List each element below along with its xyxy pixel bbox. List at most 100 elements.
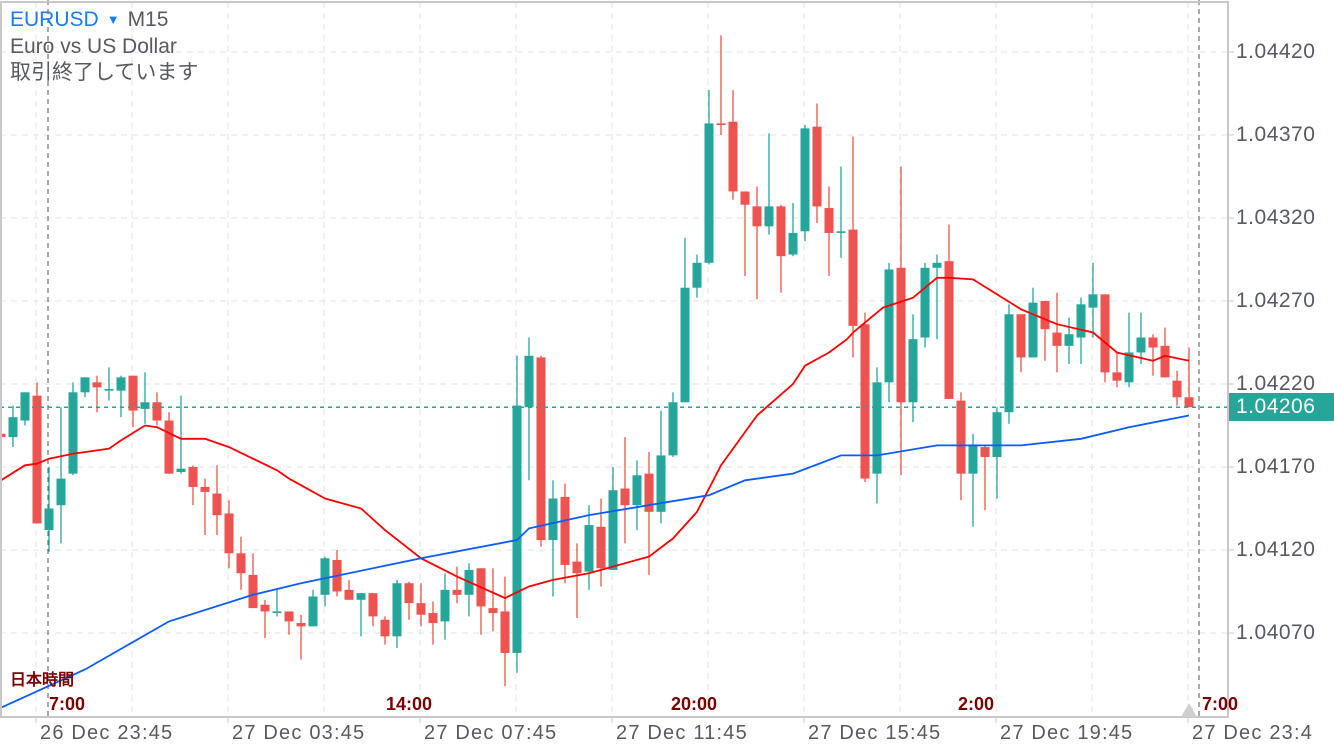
candle-body bbox=[452, 589, 462, 595]
time-tick-label: 27 Dec 07:45 bbox=[424, 722, 558, 744]
candle bbox=[1124, 312, 1134, 388]
candle-body bbox=[872, 382, 882, 474]
candle-body bbox=[764, 206, 774, 227]
candle bbox=[680, 237, 690, 403]
candle-body bbox=[584, 525, 594, 572]
price-tick-label: 1.04120 bbox=[1236, 538, 1316, 561]
candle-body bbox=[1136, 337, 1146, 353]
chart-frame bbox=[0, 1, 1234, 723]
candle bbox=[860, 312, 870, 482]
candle bbox=[152, 392, 162, 426]
price-tick-label: 1.04220 bbox=[1236, 372, 1316, 395]
candle-body bbox=[224, 513, 234, 554]
candle bbox=[1052, 292, 1062, 373]
candle-body bbox=[956, 400, 966, 474]
candle bbox=[452, 566, 462, 604]
candle-body bbox=[896, 267, 906, 403]
candle bbox=[812, 103, 822, 223]
price-tick-label: 1.04170 bbox=[1236, 455, 1316, 478]
candle bbox=[572, 543, 582, 619]
ma-fast-line bbox=[0, 276, 1190, 600]
candle bbox=[104, 367, 114, 401]
candle bbox=[284, 611, 294, 635]
candle bbox=[188, 465, 198, 506]
candle bbox=[248, 553, 258, 609]
candle-body bbox=[1184, 397, 1194, 408]
candle bbox=[356, 593, 366, 637]
candle bbox=[428, 601, 438, 645]
candle-body bbox=[740, 191, 750, 205]
candle bbox=[776, 204, 786, 293]
candle-body bbox=[380, 619, 390, 637]
candle bbox=[260, 599, 270, 638]
candle bbox=[212, 465, 222, 536]
candle bbox=[632, 460, 642, 531]
scroll-end-marker-icon[interactable] bbox=[1181, 703, 1197, 717]
candle bbox=[1004, 304, 1014, 424]
candle-body bbox=[776, 206, 786, 257]
candle-body bbox=[704, 123, 714, 263]
candle bbox=[68, 382, 78, 476]
candle-body bbox=[908, 339, 918, 403]
candle-body bbox=[308, 596, 318, 627]
candle-body bbox=[344, 589, 354, 600]
candle bbox=[1076, 297, 1086, 365]
candle-body bbox=[128, 375, 138, 411]
candle-body bbox=[92, 382, 102, 388]
candle bbox=[332, 550, 342, 597]
candle bbox=[140, 372, 150, 424]
candle-body bbox=[356, 593, 366, 600]
candle-body bbox=[980, 447, 990, 458]
candle bbox=[80, 377, 90, 398]
candle bbox=[740, 191, 750, 277]
candle bbox=[128, 375, 138, 428]
candle-body bbox=[1076, 304, 1086, 338]
dropdown-caret-icon[interactable]: ▼ bbox=[106, 12, 120, 27]
candle-body bbox=[1004, 314, 1014, 413]
chart-header: EURUSD ▼ M15 Euro vs US Dollar 取引終了しています bbox=[10, 6, 198, 86]
candle bbox=[752, 186, 762, 300]
candle-body bbox=[668, 402, 678, 456]
candle bbox=[1136, 312, 1146, 365]
candle-body bbox=[164, 420, 174, 474]
candle bbox=[44, 467, 54, 552]
candle-body bbox=[536, 357, 546, 541]
current-price-label: 1.04206 bbox=[1229, 393, 1334, 422]
candle-body bbox=[512, 405, 522, 653]
candle bbox=[1112, 352, 1122, 388]
candle-body bbox=[644, 473, 654, 512]
candle bbox=[704, 90, 714, 265]
candle bbox=[1040, 301, 1050, 361]
candle bbox=[944, 224, 954, 399]
candle-body bbox=[44, 508, 54, 531]
candle-body bbox=[716, 123, 726, 126]
candle-body bbox=[1124, 352, 1134, 383]
candle bbox=[848, 136, 858, 358]
candle-body bbox=[428, 613, 438, 624]
candle-body bbox=[632, 475, 642, 506]
candle bbox=[512, 355, 522, 673]
candle-body bbox=[800, 128, 810, 232]
jst-time-label: 7:00 bbox=[1202, 694, 1239, 714]
candle bbox=[536, 355, 546, 547]
timeframe-label[interactable]: M15 bbox=[127, 8, 169, 31]
candle bbox=[824, 186, 834, 277]
candle-body bbox=[1160, 345, 1170, 378]
candle-body bbox=[596, 526, 606, 569]
candle bbox=[440, 573, 450, 640]
jst-time-label: 7:00 bbox=[49, 694, 86, 714]
candle bbox=[668, 392, 678, 458]
jst-time-label: 20:00 bbox=[671, 694, 718, 714]
candle-body bbox=[392, 583, 402, 637]
candle bbox=[644, 452, 654, 575]
symbol-selector[interactable]: EURUSD bbox=[10, 8, 99, 31]
moving-averages bbox=[0, 276, 1228, 709]
candle-body bbox=[608, 490, 618, 570]
candle bbox=[164, 412, 174, 474]
candle bbox=[476, 568, 486, 635]
candle-body bbox=[56, 478, 66, 506]
candle-body bbox=[368, 593, 378, 617]
candle-body bbox=[572, 561, 582, 574]
candle bbox=[344, 579, 354, 600]
